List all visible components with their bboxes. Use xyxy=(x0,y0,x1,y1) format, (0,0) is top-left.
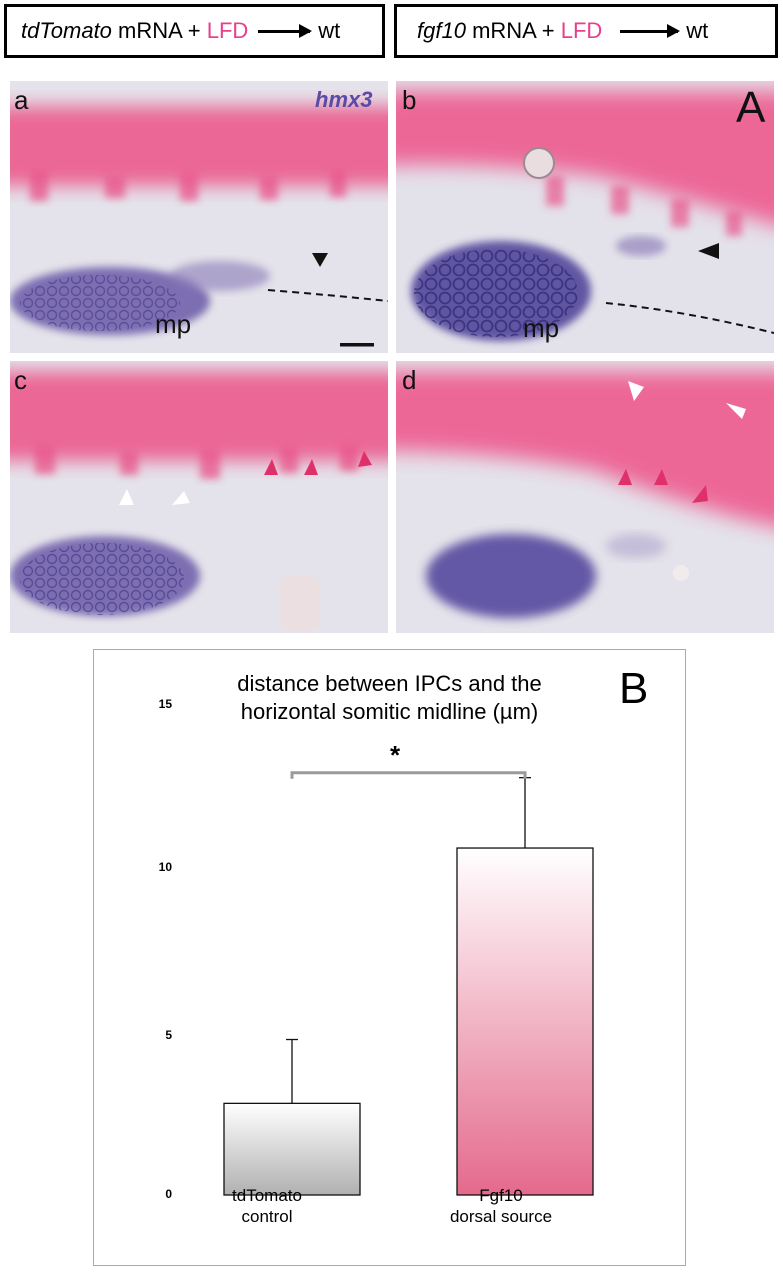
micrograph-b-image xyxy=(396,81,774,353)
header-mrna: mRNA + xyxy=(472,18,555,43)
panel-label-c: c xyxy=(14,365,27,395)
chart-title-line2: horizontal somitic midline (µm) xyxy=(240,699,539,724)
header-gene: fgf10 xyxy=(417,18,466,43)
micrograph-c-image xyxy=(10,361,388,633)
figure-label-A: A xyxy=(736,83,766,132)
y-tick-label: 15 xyxy=(158,697,172,711)
mp-label: mp xyxy=(155,309,192,339)
mp-label: mp xyxy=(523,313,560,343)
y-tick-label: 5 xyxy=(165,1028,172,1042)
panel-label-a: a xyxy=(14,85,29,115)
arrow-icon xyxy=(258,23,313,38)
significance-star: * xyxy=(390,740,401,770)
micrograph-d-image xyxy=(396,361,774,633)
y-tick-label: 10 xyxy=(158,860,172,874)
chart-title-line1: distance between IPCs and the xyxy=(237,671,542,696)
header-gene: tdTomato xyxy=(21,18,112,43)
micrograph-d: d xyxy=(396,361,774,633)
category-label-line2: dorsal source xyxy=(449,1207,553,1226)
category-label-0: tdTomato control xyxy=(167,1185,367,1227)
category-label-line1: Fgf10 xyxy=(479,1186,523,1205)
gene-label-hmx3: hmx3 xyxy=(315,87,373,112)
micrograph-c: c xyxy=(10,361,388,633)
header-lfd: LFD xyxy=(560,18,603,43)
header-target: wt xyxy=(318,18,341,43)
panel-label-b: b xyxy=(402,85,417,115)
header-left: tdTomato mRNA + LFD wt xyxy=(4,4,385,58)
category-label-line2: control xyxy=(241,1207,293,1226)
category-label-line1: tdTomato xyxy=(232,1186,302,1205)
micrograph-a: a hmx3 mp xyxy=(10,81,388,353)
panel-label-d: d xyxy=(402,365,417,395)
header-target: wt xyxy=(686,18,709,43)
y-tick-label: 0 xyxy=(165,1187,172,1201)
significance-bracket xyxy=(290,771,527,779)
micrograph-a-image xyxy=(10,81,388,353)
header-lfd: LFD xyxy=(206,18,249,43)
micrograph-b: b A mp xyxy=(396,81,774,353)
header-right: fgf10 mRNA + LFD wt xyxy=(394,4,778,58)
bar-chart xyxy=(223,771,594,1196)
bar xyxy=(456,847,594,1196)
arrow-icon xyxy=(620,23,681,38)
category-label-1: Fgf10 dorsal source xyxy=(401,1185,601,1227)
bar xyxy=(223,1102,361,1196)
header-mrna: mRNA + xyxy=(118,18,201,43)
chart-frame: distance between IPCs and the horizontal… xyxy=(93,649,686,1266)
figure-label-B: B xyxy=(619,664,649,713)
